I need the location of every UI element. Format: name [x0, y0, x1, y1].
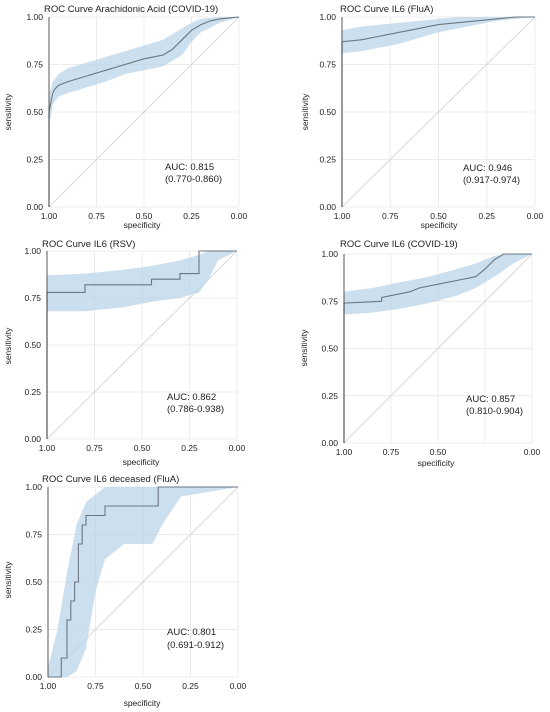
chart-title: ROC Curve IL6 (FluA): [340, 4, 433, 15]
x-tick-label: 0.75: [87, 681, 104, 691]
y-tick-label: 0.50: [321, 344, 338, 354]
x-tick-label: 1.00: [41, 211, 58, 221]
x-axis-label: specificity: [421, 220, 459, 230]
plot-area: 0.00 0.25 0.50 0.75 1.00 1.00 0.75 0.50 0.25 0.00: [26, 12, 247, 221]
y-axis-label: sensitivity: [3, 327, 13, 365]
y-tick-label: 0.00: [24, 434, 41, 444]
y-axis-label: sensitivity: [3, 561, 13, 599]
auc-ci-label: (0.786-0.938): [167, 404, 224, 415]
auc-label: AUC: 0.946: [463, 163, 512, 174]
roc-curve: [341, 16, 535, 207]
x-tick-label: 1.00: [336, 447, 353, 457]
y-tick-label: 0.25: [26, 155, 43, 165]
chance-diagonal: [341, 16, 536, 208]
auc-label: AUC: 0.801: [167, 627, 216, 638]
x-tick-label: 0.50: [430, 447, 447, 457]
y-tick-label: 0.25: [321, 391, 338, 401]
confidence-band: [48, 487, 238, 677]
y-tick-label: 0.00: [321, 438, 338, 448]
x-tick-label: 1.00: [39, 443, 56, 453]
roc-panel-il6-flua: ROC Curve IL6 (FluA) 0.00 0.25 0.50 0.75 1.0…: [300, 4, 544, 230]
roc-panel-il6-deceased-flua: ROC Curve IL6 deceased (FluA) 0.000.250.…: [3, 474, 247, 708]
auc-ci-label: (0.770-0.860): [165, 174, 222, 185]
x-axis-label: specificity: [418, 458, 456, 468]
y-tick-label: 1.00: [26, 12, 43, 22]
x-tick-label: 0.50: [136, 211, 153, 221]
chart-title: ROC Curve IL6 (COVID-19): [340, 239, 458, 250]
x-tick-label: 0.50: [134, 443, 151, 453]
y-tick-label: 1.00: [24, 246, 41, 256]
y-axis-label: sensitivity: [299, 329, 309, 367]
chance-diagonal: [48, 16, 240, 208]
roc-curve: [48, 16, 240, 207]
y-tick-label: 0.75: [24, 293, 41, 303]
x-tick-label: 0.75: [382, 211, 399, 221]
y-tick-label: 0.50: [24, 340, 41, 350]
x-tick-label: 1.00: [40, 681, 57, 691]
auc-ci-label: (0.917-0.974): [463, 175, 520, 186]
y-tick-label: 0.00: [25, 672, 42, 682]
x-axis-label: specificity: [124, 698, 162, 708]
confidence-band: [49, 17, 239, 126]
y-tick-label: 0.75: [26, 60, 43, 70]
x-tick-label: 0.50: [430, 211, 447, 221]
auc-label: AUC: 0.857: [466, 394, 515, 405]
chance-diagonal: [343, 253, 533, 444]
auc-ci-label: (0.810-0.904): [466, 406, 523, 417]
plot-area: 0.00 0.25 0.50 0.75 1.00 1.00 0.75 0.50 0.25 0.00: [24, 246, 245, 453]
auc-label: AUC: 0.815: [165, 162, 214, 173]
roc-curve: [343, 253, 532, 443]
x-tick-label: 0.25: [181, 443, 198, 453]
y-tick-label: 0.50: [26, 107, 43, 117]
x-axis-label: specificity: [123, 457, 161, 467]
x-tick-label: 0.00: [527, 211, 544, 221]
x-tick-label: 0.75: [86, 443, 103, 453]
confidence-band: [342, 17, 535, 54]
chart-title: ROC Curve Arachidonic Acid (COVID-19): [44, 4, 218, 15]
y-tick-label: 1.00: [321, 249, 338, 259]
y-tick-label: 1.00: [319, 12, 336, 22]
y-tick-label: 0.50: [319, 107, 336, 117]
roc-panel-arachidonic-covid: ROC Curve Arachidonic Acid (COVID-19) 0.…: [3, 4, 248, 230]
auc-label: AUC: 0.862: [167, 392, 216, 403]
y-tick-label: 1.00: [25, 482, 42, 492]
x-tick-label: 0.00: [231, 211, 248, 221]
y-tick-label: 0.25: [319, 155, 336, 165]
y-tick-label: 0.00: [26, 202, 43, 212]
x-tick-label: 0.25: [183, 211, 200, 221]
auc-ci-label: (0.691-0.912): [167, 640, 224, 651]
chart-title: ROC Curve IL6 (RSV): [42, 239, 135, 250]
y-tick-label: 0.75: [319, 60, 336, 70]
y-axis-label: sensitivity: [300, 93, 310, 131]
x-tick-label: 1.00: [334, 211, 351, 221]
chart-title: ROC Curve IL6 deceased (FluA): [42, 474, 179, 485]
confidence-band: [47, 251, 237, 312]
roc-curve: [48, 486, 238, 678]
plot-area: 0.00 0.25 0.50 0.75 1.00 1.00 0.75 0.50 0.00: [321, 249, 540, 457]
y-tick-label: 0.25: [24, 387, 41, 397]
roc-panel-il6-covid: ROC Curve IL6 (COVID-19) 0.00 0.25 0.50 0.7…: [299, 239, 541, 468]
y-tick-label: 0.75: [25, 530, 42, 540]
x-tick-label: 0.75: [383, 447, 400, 457]
y-tick-label: 0.50: [25, 577, 42, 587]
y-tick-label: 0.75: [321, 296, 338, 306]
x-tick-label: 0.00: [524, 447, 541, 457]
x-tick-label: 0.00: [230, 681, 247, 691]
x-axis-label: specificity: [124, 220, 162, 230]
roc-panel-il6-rsv: ROC Curve IL6 (RSV) 0.00 0.25 0.50 0.75 1.00…: [3, 239, 246, 467]
plot-area: 0.00 0.25 0.50 0.75 1.00 1.00 0.75 0.50 0.25 0.00: [319, 12, 543, 221]
x-tick-label: 0.25: [478, 211, 495, 221]
x-tick-label: 0.75: [88, 211, 105, 221]
y-tick-label: 0.00: [319, 202, 336, 212]
x-tick-label: 0.00: [229, 443, 246, 453]
roc-curve: [46, 250, 237, 439]
x-tick-label: 0.50: [135, 681, 152, 691]
x-tick-label: 0.25: [182, 681, 199, 691]
y-tick-label: 0.25: [25, 625, 42, 635]
y-axis-label: sensitivity: [3, 93, 13, 131]
plot-area: 0.00 0.25 0.50 0.75 1.00 1.00 0.75 0.50 0.25 0.00: [25, 482, 246, 691]
